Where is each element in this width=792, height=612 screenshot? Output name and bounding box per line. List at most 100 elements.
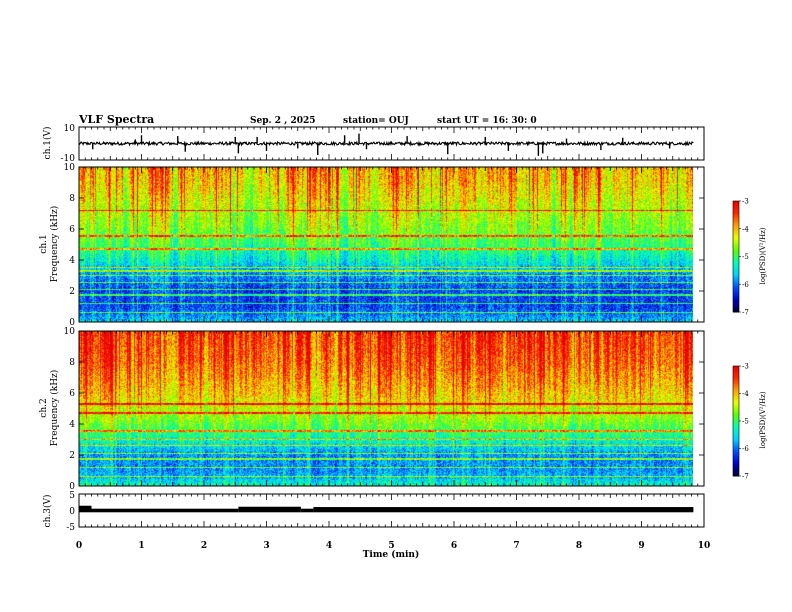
ch2-colorbar-segment (733, 389, 739, 393)
ch2-colorbar-tick-label: -7 (742, 473, 749, 481)
ch2-colorbar-tick-label: -6 (742, 445, 749, 453)
ch1-time-ticks (78, 127, 705, 160)
ch1-colorbar-segment (733, 278, 739, 282)
ch2-colorbar-segment (733, 393, 739, 396)
ch1-ylabel: ch.1(V) (42, 127, 53, 160)
ch2-colorbar-segment (733, 399, 739, 402)
ch1-colorbar-segment (733, 265, 739, 269)
ch3-panel: 5 0 -5 ch.3(V) 0 1 2 3 4 5 6 7 8 9 10 Time (min) (42, 491, 710, 560)
ch1-spec-ytick-label: 8 (69, 194, 75, 204)
ch1-waveform-panel: 10 -10 ch.1(V) (42, 124, 705, 164)
ch3-signal-segment (313, 507, 694, 513)
ch1-colorbar-segment (733, 293, 739, 296)
ch1-colorbar-segment (733, 226, 739, 230)
time-tick-labels: 0 1 2 3 4 5 6 7 8 9 10 (76, 541, 710, 551)
ch2-colorbar-segment (733, 377, 739, 380)
ch1-colorbar-segment (733, 243, 739, 246)
ch2-colorbar-segment (733, 408, 739, 411)
ch2-colorbar-segment (733, 446, 739, 449)
ch2-colorbar-segment (733, 439, 739, 442)
ch2-colorbar-segment (733, 410, 739, 413)
ch1-colorbar-segment (733, 299, 739, 302)
ch1-colorbar-segment (733, 239, 739, 243)
date-label: Sep. 2 , 2025 (250, 116, 316, 126)
ch2-colorbar-segment (733, 375, 739, 378)
ch1-colorbar-segment (733, 204, 739, 208)
ch1-colorbar-segment (733, 276, 739, 280)
start-time-label: start UT = 16: 30: 0 (437, 116, 537, 126)
ch1-colorbar-segment (733, 217, 739, 220)
ch3-ytick-top: 5 (69, 491, 75, 501)
ch1-colorbar-segment (733, 247, 739, 250)
ch2-spec-ytick-label: 4 (69, 420, 75, 430)
ch2-colorbar-segment (733, 452, 739, 455)
ch1-trace (78, 133, 694, 156)
ch2-colorbar-segment (733, 400, 739, 404)
time-tick-label: 5 (388, 541, 394, 551)
ch1-spec-ytick-label: 4 (69, 256, 75, 266)
ch2-colorbar-tick-label: -5 (742, 418, 749, 426)
ch1-colorbar-segment (733, 212, 739, 215)
ch1-colorbar-segment (733, 228, 739, 232)
ch2-colorbar-segment (733, 470, 739, 473)
ch1-colorbar-segment (733, 234, 739, 237)
ch1-colorbar-segment (733, 215, 739, 219)
ch2-colorbar-segment (733, 366, 739, 369)
ch1-spec-ytick-label: 6 (69, 225, 75, 235)
ch2-colorbar-segment (733, 474, 739, 477)
ch1-spectrogram-image (79, 167, 693, 322)
ch3-signal-segment (79, 505, 92, 513)
ch1-colorbar-segment (733, 201, 739, 204)
ch2-colorbar-segment (733, 454, 739, 457)
ch2-colorbar-segment (733, 465, 739, 468)
ch1-spec-ytick-label: 2 (69, 287, 75, 297)
figure-title: VLF Spectra (78, 113, 154, 126)
ch1-colorbar-segment (733, 249, 739, 252)
ch2-colorbar-segment (733, 444, 739, 448)
ch2-spec-ytick-label: 0 (69, 482, 75, 492)
ch2-colorbar-segment (733, 404, 739, 407)
ch2-spec-ytick-label: 10 (64, 327, 76, 337)
ch1-colorbar-segment (733, 225, 739, 228)
ch1-colorbar-tick-label: -5 (742, 253, 749, 261)
ch2-colorbar-segment (733, 388, 739, 391)
ch2-colorbar-segment (733, 468, 739, 471)
ch1-colorbar-segment (733, 258, 739, 261)
ch2-colorbar-segment (733, 419, 739, 422)
ch2-colorbar-segment (733, 422, 739, 426)
ch1-colorbar-segment (733, 202, 739, 206)
ch2-colorbar-segment (733, 457, 739, 460)
ch2-colorbar-segment (733, 411, 739, 415)
ch2-colorbar-segment (733, 386, 739, 389)
time-tick-label: 8 (576, 541, 582, 551)
ch2-colorbar-segment (733, 437, 739, 440)
ch1-colorbar-segment (733, 287, 739, 291)
ch1-colorbar-segment (733, 297, 739, 300)
ch2-colorbar: -3 -4 -5 -6 -7 (732, 363, 749, 481)
ch1-colorbar-segment (733, 245, 739, 248)
time-tick-label: 0 (76, 541, 82, 551)
ch2-colorbar-segment (733, 435, 739, 438)
ch1-colorbar-tick-label: -3 (742, 198, 749, 206)
ch2-colorbar-segment (733, 413, 739, 416)
ch1-colorbar-segment (733, 256, 739, 259)
ch2-colorbar-segment (733, 426, 739, 429)
ch2-colorbar-segment (733, 371, 739, 374)
ch2-colorbar-tick-label: -3 (742, 363, 749, 371)
ch1-colorbar-segment (733, 269, 739, 272)
ch2-spectrogram-axes: 0 2 4 6 8 10 (64, 327, 705, 492)
ch1-colorbar: -3 -4 -5 -6 -7 (732, 198, 749, 317)
ch1-colorbar-segment (733, 282, 739, 285)
ch2-colorbar-segment (733, 415, 739, 418)
ch2-colorbar-segment (733, 441, 739, 444)
ch1-colorbar-segment (733, 236, 739, 239)
ch2-colorbar-segment (733, 424, 739, 427)
ch2-colorbar-segment (733, 472, 739, 475)
ch1-colorbar-segment (733, 289, 739, 293)
ch2-colorbar-segment (733, 402, 739, 405)
time-tick-label: 10 (698, 541, 711, 551)
ch1-colorbar-segment (733, 280, 739, 283)
ch3-signal-segment (91, 508, 239, 513)
ch2-colorbar-segment (733, 463, 739, 466)
